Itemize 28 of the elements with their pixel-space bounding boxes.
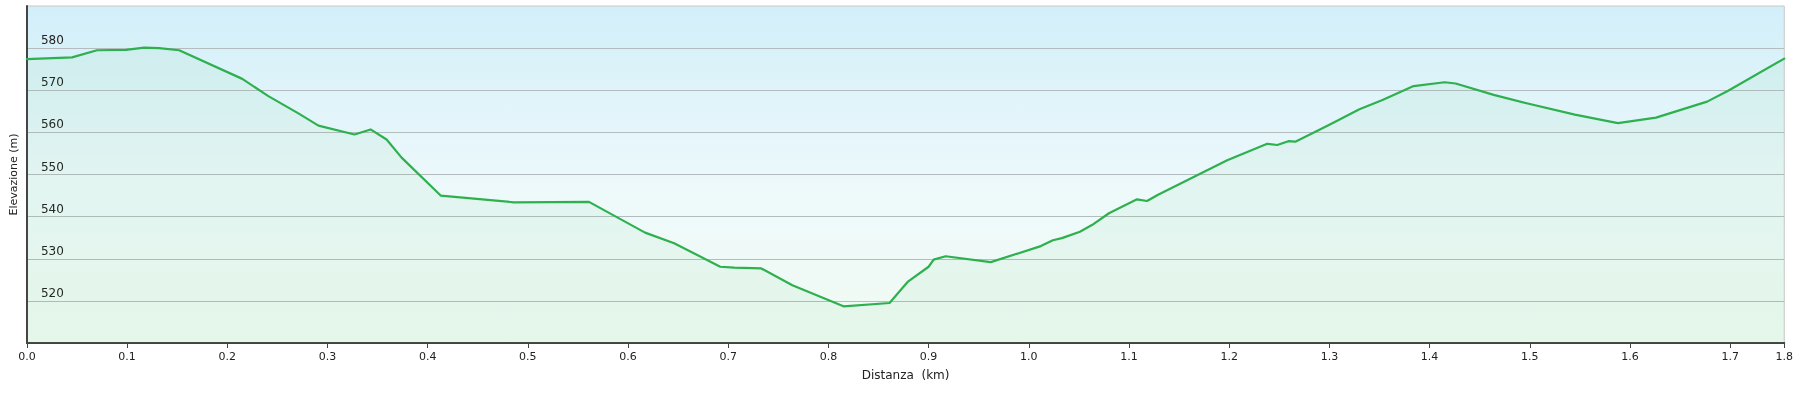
- y-axis-title: Elevazione (m): [7, 133, 20, 216]
- x-tick-label: 0.9: [919, 350, 938, 363]
- x-tick-label: 0.1: [118, 350, 136, 363]
- x-tick-label: 1.4: [1420, 350, 1439, 363]
- x-tick-label: 0.3: [318, 350, 337, 363]
- x-tick-label: 0.5: [519, 350, 537, 363]
- x-tick-label: 0.2: [218, 350, 237, 363]
- y-tick-label: 560: [40, 117, 64, 132]
- x-tick-label: 1.1: [1120, 350, 1138, 363]
- x-tick-label: 0.6: [619, 350, 637, 363]
- x-tick-label: 1.2: [1220, 350, 1238, 363]
- y-tick-label: 570: [40, 75, 64, 90]
- x-tick-label: 1.6: [1621, 350, 1639, 363]
- x-tick-label: 0.7: [719, 350, 737, 363]
- x-axis-title: Distanza (km): [861, 368, 950, 382]
- x-tick-label: 1.3: [1320, 350, 1339, 363]
- x-tick-label: 1.7: [1721, 350, 1739, 363]
- x-tick-label: 0.8: [819, 350, 838, 363]
- y-tick-label: 520: [40, 285, 64, 300]
- x-tick-label: 0.0: [18, 350, 36, 363]
- x-tick-label: 0.4: [418, 350, 437, 363]
- y-tick-label: 530: [40, 243, 64, 258]
- x-tick-label: 1.0: [1020, 350, 1038, 363]
- y-tick-label: 580: [40, 33, 64, 48]
- x-tick-label: 1.8: [1775, 350, 1793, 363]
- x-tick-label: 1.5: [1521, 350, 1539, 363]
- y-tick-label: 550: [40, 159, 64, 174]
- y-tick-label: 540: [40, 201, 64, 216]
